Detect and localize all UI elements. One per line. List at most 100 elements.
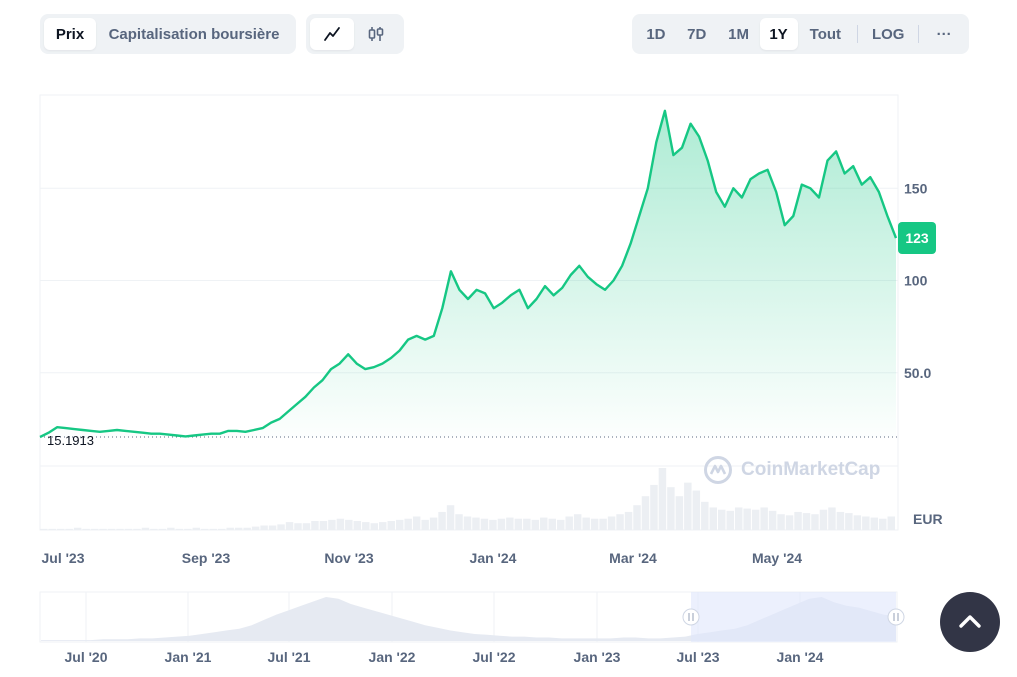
volume-bar [845,513,853,530]
range-1y-button[interactable]: 1Y [759,18,798,50]
navigator-x-tick-label: Jan '22 [369,649,416,665]
volume-bar [794,511,802,530]
watermark-text: CoinMarketCap [741,459,881,480]
volume-bar [412,516,421,530]
navigator-x-tick-label: Jul '22 [472,649,515,665]
candlestick-icon [368,27,384,41]
volume-bar [641,496,650,530]
volume-bar [734,507,743,530]
volume-bar [209,528,217,530]
volume-bar [709,507,718,530]
volume-bar [217,528,226,530]
volume-bars [40,468,895,530]
x-axis: Jul '23 Sep '23 Nov '23 Jan '24 Mar '24 May '… [41,550,802,566]
volume-bar [540,517,548,530]
price-line[interactable] [39,109,898,439]
tab-price[interactable]: Prix [44,18,96,50]
volume-bar [514,518,523,530]
volume-bar [438,511,446,530]
x-tick-label: May '24 [752,550,802,566]
start-price-label: 15.1913 [47,433,94,448]
volume-bar [124,528,133,530]
volume-bar [760,507,768,530]
x-tick-label: Mar '24 [609,550,657,566]
volume-bar [201,528,209,530]
volume-bar [40,528,48,530]
volume-bar [260,525,268,530]
volume-bar [56,528,65,530]
volume-bar [684,482,692,530]
range-1m-button[interactable]: 1M [728,25,749,43]
navigator-right-handle[interactable] [887,608,905,626]
y-tick-label: 50.0 [904,365,931,381]
x-tick-label: Sep '23 [182,550,231,566]
volume-bar [345,519,353,530]
navigator [39,591,905,643]
line-style-button[interactable] [310,18,354,50]
volume-bar [573,514,582,530]
navigator-left-handle[interactable] [682,608,700,626]
range-all-button[interactable]: Tout [809,25,842,43]
log-scale-button[interactable]: LOG [871,25,905,43]
volume-bar [819,509,828,530]
y-tick-label: 100 [904,273,928,289]
volume-bar [489,519,497,530]
candle-style-button[interactable] [354,18,398,50]
volume-bar [175,528,184,530]
volume-bar [107,528,116,530]
volume-bar [65,528,73,530]
volume-bar [599,518,607,530]
volume-bar [633,505,641,530]
volume-bar [624,511,633,530]
volume-bar [879,518,887,530]
chart-style-switch [306,14,404,54]
more-options-button[interactable]: ··· [936,25,952,43]
volume-bar [446,505,455,530]
volume-bar [768,510,777,530]
volume-bar [548,518,556,530]
scroll-to-top-button[interactable] [940,592,1000,652]
volume-bar [506,517,514,530]
navigator-x-tick-label: Jul '21 [267,649,310,665]
volume-bar [556,519,565,530]
volume-bar [302,523,311,530]
price-area [40,110,896,438]
volume-bar [887,516,895,530]
volume-bar [362,522,370,530]
navigator-x-tick-label: Jul '20 [64,649,107,665]
volume-bar [811,514,819,530]
volume-bar [353,520,362,530]
volume-bar [523,518,531,530]
volume-bar [650,484,658,530]
volume-bar [828,507,836,530]
navigator-area [41,597,896,641]
tab-market-cap[interactable]: Capitalisation boursière [108,25,280,43]
navigator-window[interactable] [691,592,896,642]
range-1d-button[interactable]: 1D [646,25,666,43]
volume-bar [73,527,82,530]
toolbar-divider [918,25,920,43]
volume-bar [319,520,328,530]
volume-bar [718,509,726,530]
y-tick-label: 150 [904,180,928,196]
volume-bar [658,468,667,530]
volume-bar [853,515,862,530]
volume-bar [90,528,99,530]
volume-bar [234,527,243,530]
volume-bar [387,520,395,530]
volume-bar [379,522,387,530]
volume-bar [870,517,879,530]
volume-bar [243,527,251,530]
x-tick-label: Jan '24 [470,550,517,566]
volume-bar [472,517,480,530]
navigator-x-tick-label: Jan '24 [777,649,824,665]
volume-bar [251,526,260,530]
line-chart-icon [324,27,340,41]
range-7d-button[interactable]: 7D [687,25,707,43]
volume-bar [192,527,201,530]
volume-bar [862,516,870,530]
y-axis: 50.0 100 150 [904,180,931,381]
volume-bar [150,528,158,530]
current-price-badge: 123 [898,222,936,254]
